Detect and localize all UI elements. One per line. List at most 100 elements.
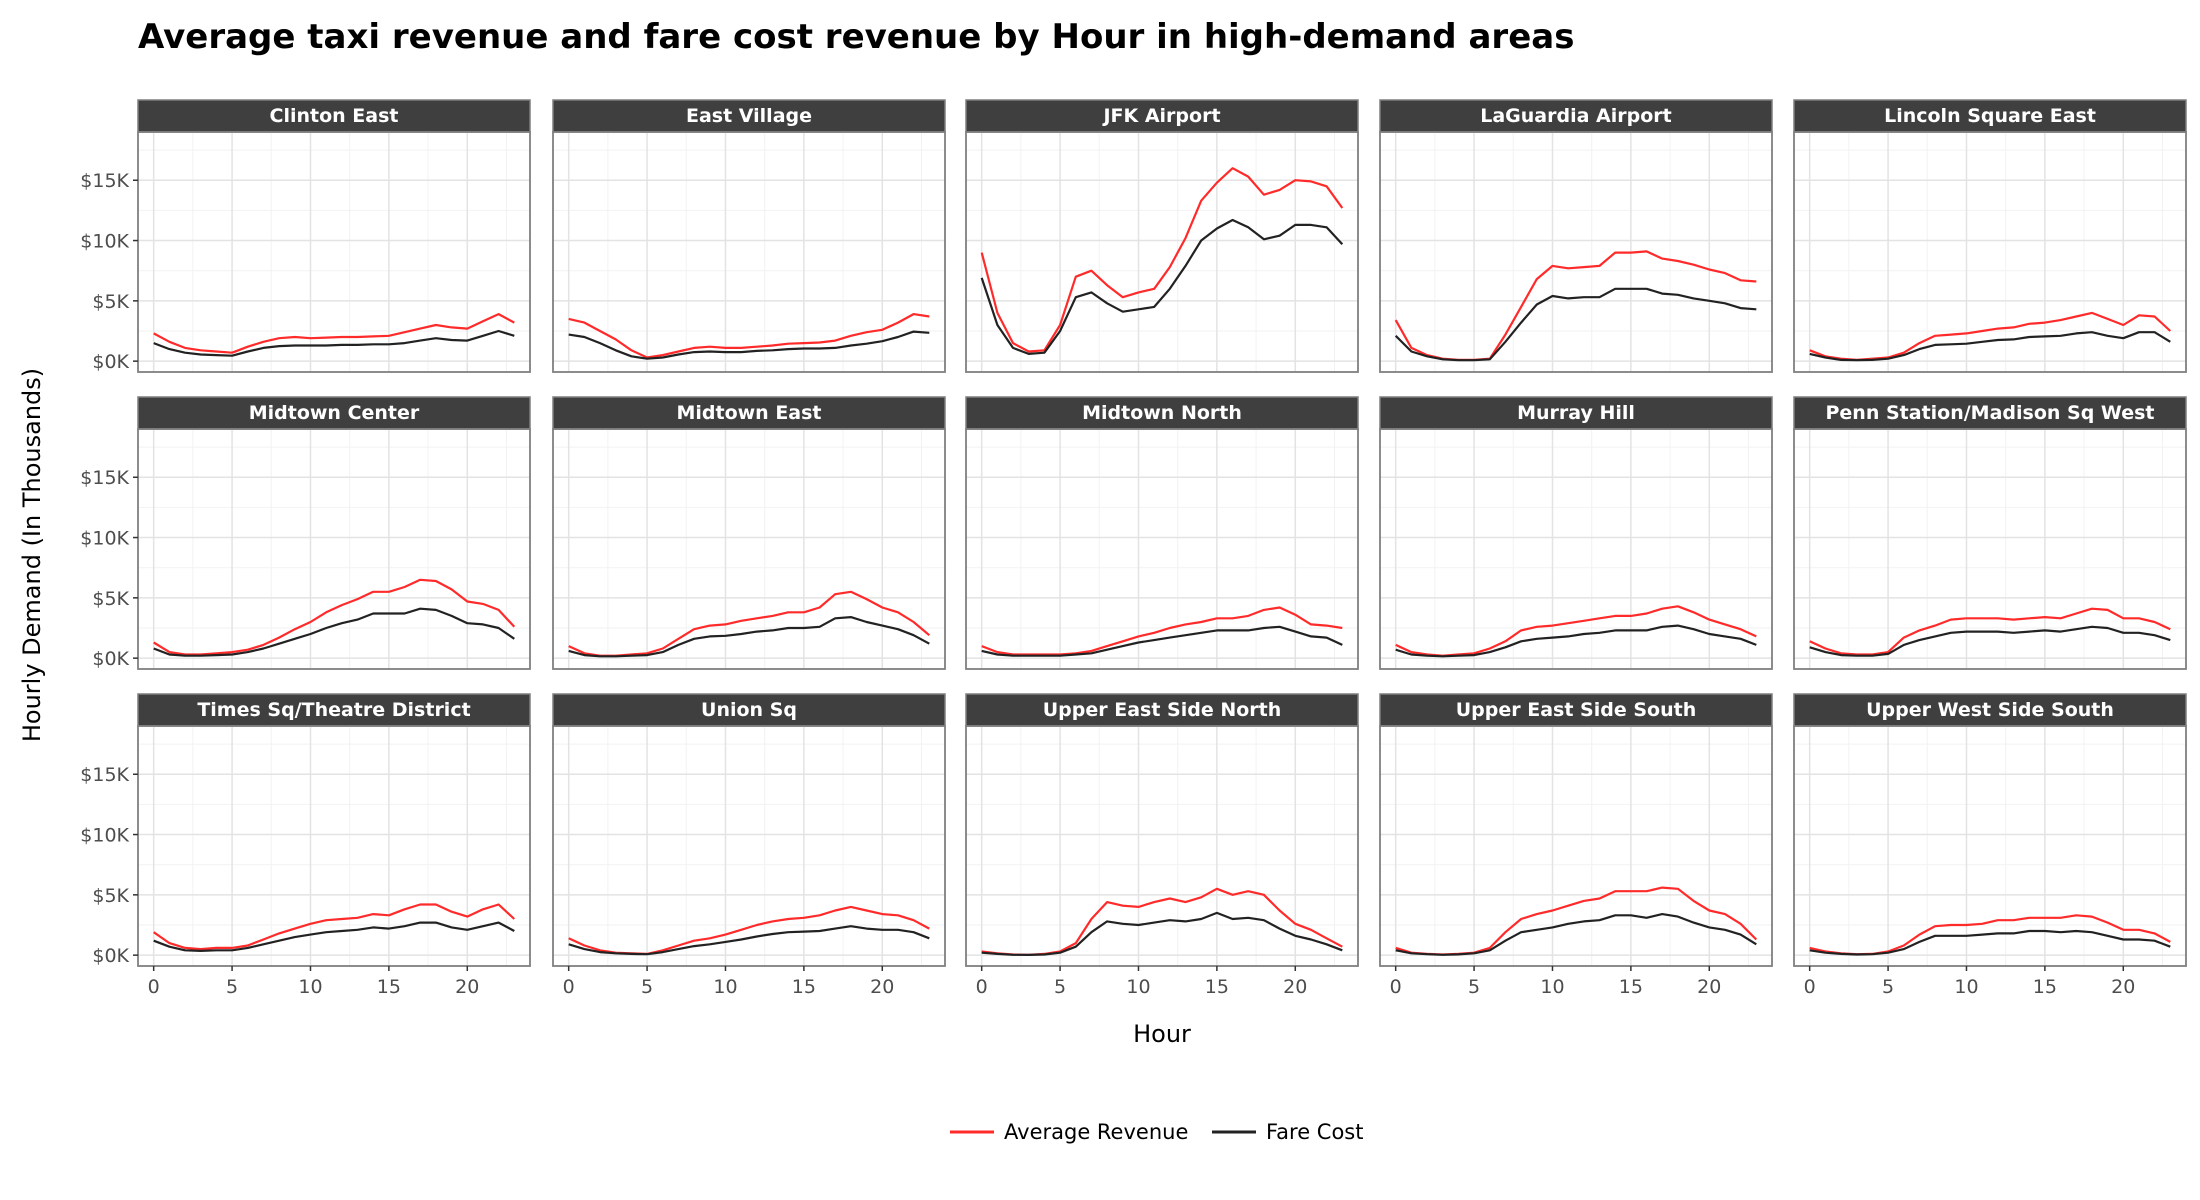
facet-strip xyxy=(965,396,1359,430)
legend-label: Fare Cost xyxy=(1266,1120,1363,1144)
panel-border xyxy=(965,725,1359,967)
series-line xyxy=(1394,250,1757,361)
x-tick-label: 0 xyxy=(976,976,988,998)
x-tick-label: 5 xyxy=(226,976,238,998)
facet-panel: Murray Hill xyxy=(1379,396,1773,670)
x-tick-label: 5 xyxy=(641,976,653,998)
facet-label: Clinton East xyxy=(270,105,399,127)
facet-label: Penn Station/Madison Sq West xyxy=(1826,402,2155,424)
facet-panels: Clinton East $0K $5K $10K $15K East Village JF… xyxy=(80,99,2187,998)
facet-panel: Midtown Center $0K $5K $10K $15K xyxy=(80,396,531,670)
facet-panel: Penn Station/Madison Sq West xyxy=(1793,396,2187,670)
series-line xyxy=(568,615,930,658)
facet-strip xyxy=(1379,99,1773,133)
x-tick-label: 0 xyxy=(563,976,575,998)
series-line xyxy=(153,921,515,953)
facet-panel: Midtown North xyxy=(965,396,1359,670)
x-tick-label: 20 xyxy=(1283,976,1307,998)
panel-border xyxy=(552,131,946,373)
series-line xyxy=(981,625,1343,657)
y-tick-label: $5K xyxy=(92,588,129,610)
facet-label: Murray Hill xyxy=(1517,402,1635,424)
panel-border xyxy=(965,428,1359,670)
x-tick-label: 10 xyxy=(298,976,322,998)
facet-label: Lincoln Square East xyxy=(1884,105,2096,127)
series-line xyxy=(981,606,1343,656)
series-line xyxy=(153,313,515,354)
series-line xyxy=(1395,624,1757,658)
facet-label: Upper West Side South xyxy=(1866,699,2114,721)
facet-panel: Clinton East $0K $5K $10K $15K xyxy=(80,99,531,373)
panel-border xyxy=(1379,725,1773,967)
series-line xyxy=(153,607,515,657)
series-line xyxy=(568,330,930,360)
facet-strip xyxy=(965,693,1359,727)
legend-item: Fare Cost xyxy=(1212,1120,1363,1144)
x-tick-label: 5 xyxy=(1882,976,1894,998)
y-tick-label: $15K xyxy=(80,467,129,489)
series-line xyxy=(568,905,930,956)
legend-label: Average Revenue xyxy=(1004,1120,1188,1144)
series-line xyxy=(1394,287,1757,362)
series-line xyxy=(153,903,516,951)
y-tick-label: $15K xyxy=(80,764,129,786)
series-line xyxy=(568,313,930,359)
series-line xyxy=(1809,331,2171,362)
facet-label: Midtown East xyxy=(676,402,821,424)
x-tick-label: 15 xyxy=(377,976,401,998)
y-tick-label: $15K xyxy=(80,170,129,192)
series-line xyxy=(980,218,1344,355)
x-tick-label: 10 xyxy=(1954,976,1978,998)
x-tick-label: 20 xyxy=(2111,976,2135,998)
facet-label: Times Sq/Theatre District xyxy=(197,699,470,721)
facet-panel: JFK Airport xyxy=(965,99,1359,373)
panel-border xyxy=(1793,725,2187,967)
facet-strip xyxy=(1793,396,2187,430)
x-axis-label: Hour xyxy=(1133,1020,1191,1048)
x-tick-label: 10 xyxy=(1126,976,1150,998)
x-tick-label: 15 xyxy=(1205,976,1229,998)
panel-border xyxy=(1379,428,1773,670)
x-tick-label: 10 xyxy=(1540,976,1564,998)
facet-label: Upper East Side North xyxy=(1043,699,1282,721)
facet-panel: Upper East Side South 0 5 10 15 20 xyxy=(1379,693,1773,998)
facet-label: Midtown Center xyxy=(249,402,420,424)
panel-border xyxy=(1793,131,2187,373)
x-tick-label: 20 xyxy=(870,976,894,998)
facet-label: Union Sq xyxy=(701,699,797,721)
y-tick-label: $10K xyxy=(80,825,129,847)
panel-border xyxy=(552,428,946,670)
y-tick-label: $10K xyxy=(80,231,129,253)
facet-label: East Village xyxy=(686,105,812,127)
facet-panel: Times Sq/Theatre District $0K $5K $10K $15K 0… xyxy=(80,693,531,998)
facet-panel: Upper East Side North 0 5 10 15 20 xyxy=(965,693,1359,998)
x-tick-label: 15 xyxy=(792,976,816,998)
series-line xyxy=(1395,886,1758,956)
facet-strip xyxy=(137,99,531,133)
facet-label: JFK Airport xyxy=(1101,105,1220,127)
facet-strip xyxy=(1379,396,1773,430)
facet-label: Upper East Side South xyxy=(1456,699,1696,721)
series-line xyxy=(981,911,1343,957)
panel-border xyxy=(1379,131,1773,373)
series-line xyxy=(1395,912,1757,956)
facet-panel: Union Sq 0 5 10 15 20 xyxy=(552,693,946,998)
panel-border xyxy=(1793,428,2187,670)
x-tick-label: 15 xyxy=(2033,976,2057,998)
x-tick-label: 20 xyxy=(1697,976,1721,998)
x-tick-label: 20 xyxy=(455,976,479,998)
x-tick-label: 0 xyxy=(148,976,160,998)
facet-strip xyxy=(137,396,531,430)
x-tick-label: 0 xyxy=(1804,976,1816,998)
x-tick-label: 15 xyxy=(1619,976,1643,998)
y-tick-label: $10K xyxy=(80,528,129,550)
y-tick-label: $0K xyxy=(92,648,129,670)
legend-item: Average Revenue xyxy=(950,1120,1188,1144)
y-tick-label: $0K xyxy=(92,351,129,373)
series-line xyxy=(153,329,515,357)
x-tick-label: 10 xyxy=(713,976,737,998)
facet-panel: East Village xyxy=(552,99,946,373)
chart-title: Average taxi revenue and fare cost reven… xyxy=(138,17,1574,57)
